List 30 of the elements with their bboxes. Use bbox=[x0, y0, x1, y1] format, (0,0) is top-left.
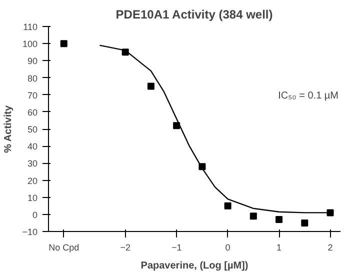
y-tick-label: 50 bbox=[27, 124, 38, 134]
y-tick-label: 80 bbox=[27, 73, 38, 84]
point bbox=[60, 40, 68, 48]
point bbox=[250, 212, 257, 220]
point bbox=[301, 219, 308, 226]
y-tick-label: 30 bbox=[27, 158, 38, 169]
x-tick-label: 2 bbox=[328, 242, 333, 252]
x-tick-label: No Cpd bbox=[48, 242, 80, 252]
y-tick-label: −10 bbox=[22, 227, 38, 237]
y-axis-title: % Activity bbox=[3, 105, 14, 153]
y-tick-label: 0 bbox=[32, 210, 38, 220]
point bbox=[224, 202, 232, 210]
x-tick-label: 0 bbox=[225, 242, 230, 252]
y-tick-label: 40 bbox=[27, 142, 38, 152]
y-tick-label: 100 bbox=[22, 39, 38, 50]
y-tick-label: 20 bbox=[27, 176, 38, 186]
point bbox=[147, 82, 154, 90]
point bbox=[326, 209, 334, 216]
x-axis-title: Papaverine, (Log [µM]) bbox=[140, 260, 248, 272]
point bbox=[276, 216, 283, 224]
y-tick-label: 70 bbox=[27, 90, 38, 100]
y-tick-label: 60 bbox=[27, 107, 38, 118]
y-tick-label: 90 bbox=[27, 56, 38, 66]
y-tick-label: 110 bbox=[23, 22, 38, 32]
x-tick-label: 1 bbox=[276, 242, 282, 252]
x-tick-label: −2 bbox=[120, 242, 130, 252]
x-tick-label: −1 bbox=[171, 242, 182, 252]
annotation: IC₅₀ = 0.1 µM bbox=[278, 90, 339, 102]
chart-title: PDE10A1 Activity (384 well) bbox=[116, 8, 273, 22]
y-tick-label: 10 bbox=[27, 192, 38, 203]
